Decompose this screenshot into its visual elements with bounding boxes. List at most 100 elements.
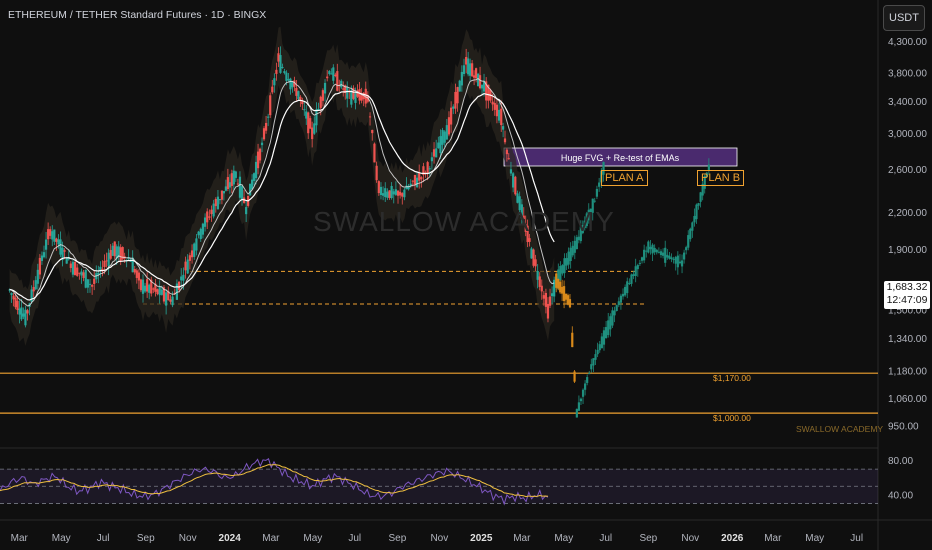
candle-body [522,215,525,219]
projection-body [590,364,593,370]
candle-body [133,269,136,273]
projection-body [585,213,588,227]
candle-body [334,74,337,76]
candle-body [109,250,112,259]
projection-body [647,241,650,253]
candle-body [260,142,264,146]
rsi-axis-label: 40.00 [888,490,913,501]
candle-body [121,247,124,260]
projection-body [636,264,639,270]
candle-body [245,207,248,215]
candle-body [474,68,478,79]
candle-body [210,209,213,215]
projection-body [664,247,667,263]
candle-body [346,86,349,99]
price-axis-label: 2,600.00 [888,165,927,176]
projection-body [617,301,620,306]
candle-body [291,81,294,88]
candle-body [394,189,397,195]
candle-body [405,185,408,190]
time-axis-label: May [805,533,824,544]
currency-button[interactable]: USDT [883,5,925,31]
projection-body [573,240,576,253]
candle-body [379,186,383,195]
candle-body [445,125,448,140]
candle-body [377,181,380,194]
candle-body [277,53,280,62]
candle-body [53,229,56,242]
projection-body [581,389,585,397]
candle-body [441,129,444,145]
candle-body [469,63,472,76]
candle-body [234,171,237,178]
candle-body [465,56,468,65]
candle-body [271,86,274,93]
projection-body [593,200,596,202]
candle-body [487,84,490,101]
candle-body [264,122,268,131]
candle-body [184,261,187,271]
projection-body [594,354,597,360]
time-axis-label: May [554,533,573,544]
candle-body [399,191,402,196]
projection-body [666,254,669,258]
candle-body [403,189,406,198]
candle-body [279,55,282,73]
projection-body [621,293,625,297]
candle-body [222,191,226,194]
candle-body [323,82,327,94]
candle-body [528,238,531,242]
projection-body [567,251,570,265]
candle-body [203,217,207,227]
candle-body [57,239,60,245]
time-axis-label: Mar [764,533,782,544]
candle-body [340,80,343,88]
projection-body [701,183,704,196]
candle-body [91,285,94,287]
watermark: SWALLOW ACADEMY [313,206,615,237]
candle-body [407,186,410,190]
candle-body [69,263,72,268]
projection-body [695,204,698,220]
candle-body [356,90,359,97]
projection-body [587,209,590,221]
candle-body [538,276,541,287]
projection-body [581,224,584,234]
rsi-ma-line [0,464,549,498]
candle-body [171,296,174,306]
projection-body [685,247,688,251]
candle-body [107,252,110,267]
projection-body [661,252,665,256]
candle-body [551,293,554,297]
candle-body [131,257,134,273]
candle-body [206,211,209,223]
candle-body [495,104,499,117]
candle-body [418,172,421,181]
level-1170-label: $1,170.00 [713,373,751,383]
candle-body [30,289,33,302]
candle-body [26,310,29,314]
candle-body [218,199,222,201]
projection-body [569,247,572,262]
candle-body [526,225,529,243]
candle-body [326,76,329,79]
candle-body [309,118,312,129]
candle-body [287,79,290,81]
projection-body [602,162,605,175]
price-axis-label: 3,000.00 [888,129,927,140]
projection-body [640,257,644,261]
candle-body [273,78,276,86]
candle-body [103,260,106,268]
candle-body [317,108,320,111]
candle-body [199,228,202,239]
projection-body [624,286,627,296]
candle-body [520,204,523,219]
candle-body [352,87,355,99]
projection-body [609,316,612,330]
candle-body [454,91,457,109]
projection-body [561,265,564,274]
projection-body [687,235,690,248]
candle-body [249,183,252,196]
candle-body [330,73,333,75]
